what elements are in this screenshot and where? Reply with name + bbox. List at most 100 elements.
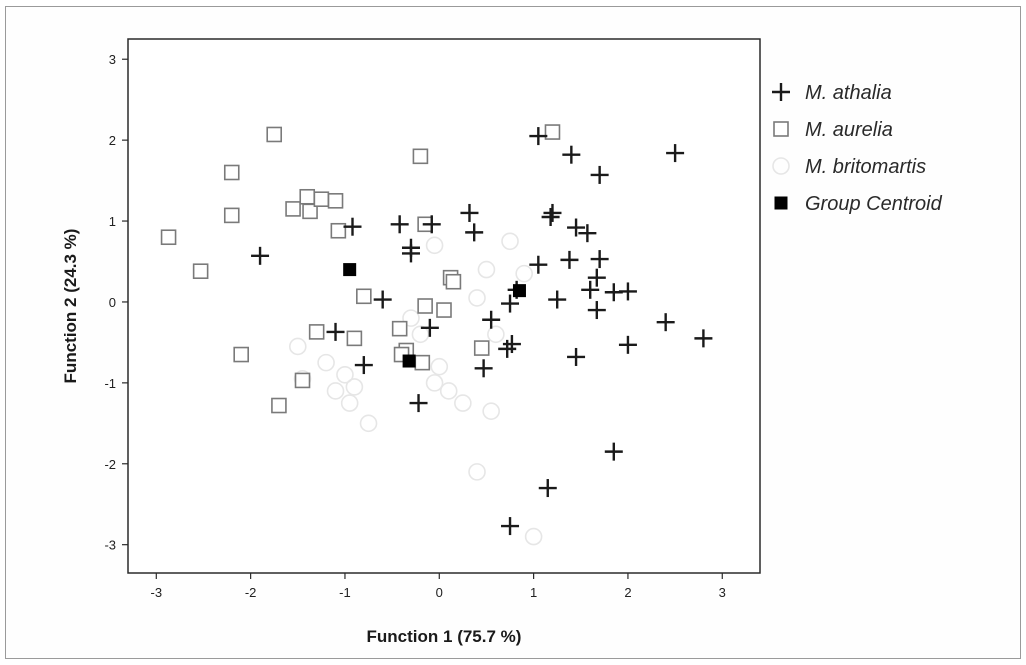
point-m-athalia — [409, 394, 428, 413]
point-m-britomartis — [482, 402, 500, 420]
point-m-athalia — [587, 301, 606, 320]
point-m-aurelia — [414, 354, 431, 371]
point-m-athalia — [460, 203, 479, 222]
point-m-athalia — [354, 356, 373, 375]
point-m-athalia — [251, 246, 270, 265]
point-m-athalia — [604, 442, 623, 461]
x-tick-label: 1 — [530, 585, 537, 600]
legend: M. athalia M. aurelia M. britomartis Group … — [772, 82, 943, 215]
point-m-aurelia — [473, 340, 490, 356]
point-m-aurelia — [544, 124, 561, 140]
point-m-athalia — [656, 313, 675, 332]
point-m-aurelia — [223, 207, 240, 224]
x-tick-label: -1 — [339, 585, 351, 600]
point-m-athalia — [482, 310, 501, 329]
point-m-athalia — [501, 517, 520, 536]
point-m-britomartis — [430, 357, 449, 376]
x-axis: -3 -2 -1 0 1 2 3 — [151, 573, 726, 600]
y-axis-title: Function 2 (24.3 %) — [61, 229, 80, 384]
point-m-athalia — [465, 223, 484, 242]
point-m-athalia — [548, 290, 567, 309]
point-m-athalia — [529, 255, 548, 274]
y-tick-label: 1 — [109, 214, 116, 229]
y-tick-label: -3 — [104, 538, 116, 553]
y-tick-label: 2 — [109, 133, 116, 148]
x-tick-label: 0 — [436, 585, 443, 600]
point-m-athalia — [326, 322, 345, 341]
legend-marker-group-centroid — [774, 196, 788, 210]
point-m-athalia — [618, 335, 637, 354]
point-m-britomartis — [411, 325, 430, 344]
point-m-aurelia — [330, 222, 347, 239]
legend-label-group-centroid: Group Centroid — [805, 193, 943, 215]
point-m-aurelia — [223, 164, 240, 181]
point-m-athalia — [543, 203, 562, 222]
legend-marker-m-aurelia — [773, 121, 789, 137]
point-m-aurelia — [391, 320, 408, 337]
point-m-aurelia — [308, 324, 325, 340]
x-tick-label: 3 — [719, 585, 726, 600]
point-m-britomartis — [487, 325, 505, 344]
point-m-athalia — [618, 282, 637, 301]
point-m-britomartis — [425, 236, 444, 255]
point-m-athalia — [581, 280, 600, 299]
y-axis: 3 2 1 0 -1 -2 -3 — [104, 52, 128, 553]
y-tick-label: -1 — [104, 376, 116, 391]
x-tick-label: -2 — [245, 585, 257, 600]
point-m-britomartis — [326, 382, 345, 400]
point-m-aurelia — [356, 288, 372, 305]
point-m-britomartis — [468, 289, 486, 307]
x-tick-label: -3 — [151, 585, 163, 600]
x-tick-label: 2 — [624, 585, 631, 600]
point-m-britomartis — [402, 309, 420, 327]
point-m-athalia — [373, 290, 392, 309]
point-m-britomartis — [340, 394, 359, 412]
point-m-aurelia — [271, 397, 287, 414]
legend-label-m-aurelia: M. aurelia — [805, 119, 893, 141]
point-m-britomartis — [425, 374, 444, 392]
legend-label-m-athalia: M. athalia — [805, 82, 892, 104]
point-m-athalia — [390, 215, 409, 234]
point-m-athalia — [567, 347, 586, 366]
point-m-athalia — [666, 144, 685, 163]
y-tick-label: -2 — [104, 457, 116, 472]
data-points — [160, 124, 713, 546]
point-m-aurelia — [294, 372, 311, 389]
point-group-centroid — [343, 263, 357, 277]
point-m-aurelia — [302, 203, 318, 220]
point-m-athalia — [501, 294, 520, 313]
legend-marker-m-britomartis — [772, 157, 790, 175]
point-m-athalia — [562, 145, 581, 164]
point-m-britomartis — [501, 232, 519, 251]
point-m-athalia — [694, 329, 713, 348]
point-m-aurelia — [266, 126, 283, 143]
point-m-aurelia — [346, 330, 363, 347]
point-m-britomartis — [468, 463, 486, 481]
point-m-athalia — [529, 127, 548, 146]
point-m-britomartis — [439, 382, 458, 400]
point-m-aurelia — [233, 346, 249, 363]
point-m-athalia — [474, 359, 493, 378]
point-group-centroid — [402, 354, 416, 368]
point-m-britomartis — [288, 337, 307, 356]
point-m-aurelia — [436, 302, 452, 318]
point-m-athalia — [422, 215, 441, 234]
point-m-athalia — [590, 250, 609, 269]
point-m-aurelia — [192, 263, 209, 280]
point-m-athalia — [560, 250, 579, 269]
point-m-athalia — [538, 479, 557, 498]
point-m-aurelia — [160, 229, 177, 246]
point-m-aurelia — [285, 201, 301, 217]
point-m-athalia — [420, 318, 439, 337]
point-m-athalia — [567, 218, 586, 237]
point-m-athalia — [343, 217, 362, 236]
point-m-aurelia — [412, 148, 429, 165]
point-m-britomartis — [524, 527, 543, 546]
point-m-aurelia — [313, 191, 330, 207]
point-m-aurelia — [299, 188, 316, 205]
legend-label-m-britomartis: M. britomartis — [805, 156, 926, 178]
point-m-britomartis — [454, 394, 472, 412]
y-tick-label: 0 — [109, 295, 116, 310]
point-m-britomartis — [317, 353, 335, 372]
